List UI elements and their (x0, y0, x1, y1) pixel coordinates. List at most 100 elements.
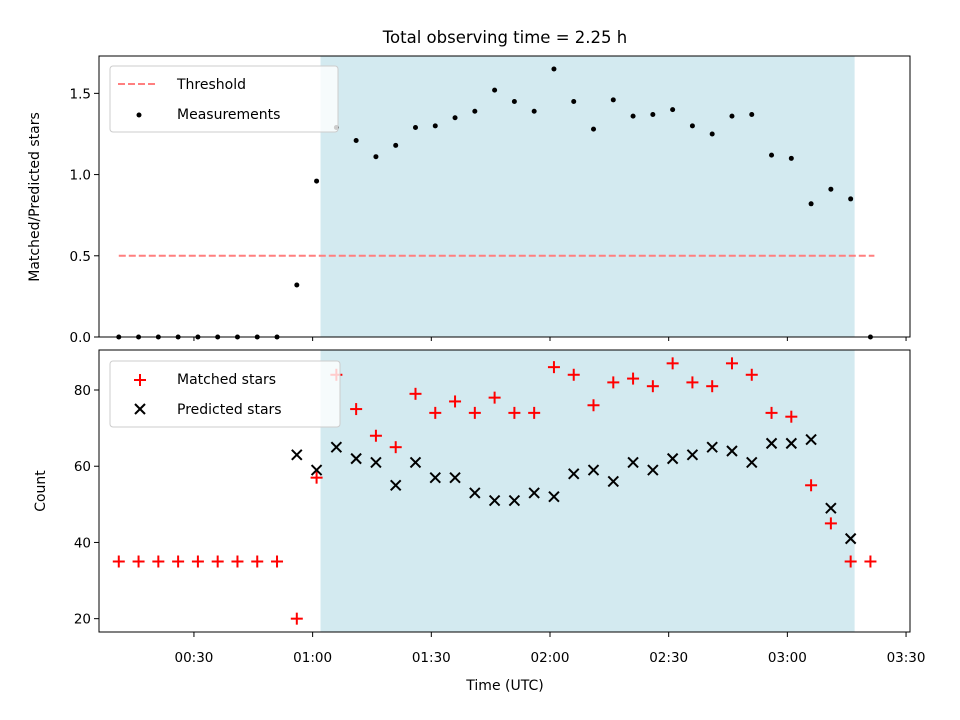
matched-star-point (547, 361, 560, 374)
measurement-point (432, 123, 438, 129)
matched-stars-markers (112, 357, 877, 625)
bottom-y-tick-label: 20 (74, 612, 91, 628)
predicted-star-point (706, 441, 718, 453)
top-panel: 0.0 0.5 1.0 1.5 Matched/Predicted stars Thr… (27, 55, 911, 346)
bottom-y-tick-label: 80 (74, 383, 91, 399)
measurement-point (472, 108, 478, 114)
predicted-star-point (330, 441, 343, 453)
matched-star-point (369, 429, 382, 442)
predicted-star-point (429, 471, 441, 484)
measurement-point (452, 115, 458, 121)
matched-star-point (271, 555, 284, 568)
matched-star-point (389, 441, 402, 454)
predicted-star-point (825, 502, 837, 514)
matched-star-point (251, 555, 264, 568)
predicted-star-point (291, 449, 303, 461)
matched-star-point (864, 555, 877, 568)
bottom-y-axis-label: Count (33, 470, 49, 512)
predicted-star-point (548, 491, 560, 503)
top-y-tick-label: 0.5 (70, 249, 91, 265)
matched-star-point (172, 555, 185, 568)
top-y-axis-ticks: 0.0 0.5 1.0 1.5 (70, 86, 99, 346)
measurement-point (492, 87, 498, 93)
measurement-point (828, 186, 834, 192)
matched-star-point (231, 555, 244, 568)
legend-measurements-swatch (136, 112, 142, 118)
bottom-y-axis-ticks: 20 40 60 80 (74, 383, 99, 628)
matched-star-point (468, 406, 481, 419)
measurement-point (314, 178, 320, 184)
x-tick-label: 01:30 (412, 650, 451, 666)
measurement-point (511, 98, 517, 104)
predicted-star-point (666, 452, 679, 465)
legend-predicted-swatch (134, 403, 146, 415)
measurement-point (610, 97, 616, 103)
matched-star-point (409, 387, 422, 400)
bottom-y-tick-label: 60 (74, 459, 91, 475)
measurement-point (373, 154, 379, 160)
matched-star-point (607, 376, 620, 389)
predicted-star-point (449, 471, 461, 484)
measurement-point (531, 108, 537, 114)
predicted-star-point (686, 449, 699, 461)
measurement-point (769, 152, 775, 158)
measurement-point (729, 113, 735, 119)
x-tick-label: 01:00 (293, 650, 332, 666)
measurement-point (670, 107, 676, 113)
bottom-legend-box (109, 360, 341, 428)
legend-predicted-label: Predicted stars (177, 402, 282, 418)
matched-star-point (508, 406, 521, 419)
matched-star-point (686, 376, 699, 389)
chart-title: Total observing time = 2.25 h (382, 28, 627, 47)
predicted-star-point (726, 445, 738, 457)
predicted-star-point (508, 494, 521, 507)
predicted-star-point (627, 456, 639, 469)
measurement-point (749, 111, 755, 117)
matched-star-point (449, 395, 462, 408)
predicted-star-point (488, 494, 501, 507)
matched-star-point (350, 403, 363, 416)
matched-star-point (706, 380, 719, 393)
matched-star-point (587, 399, 600, 412)
predicted-star-point (310, 464, 323, 476)
predicted-star-point (409, 456, 422, 469)
matched-star-point (725, 357, 738, 370)
top-y-tick-label: 1.5 (70, 86, 91, 102)
matched-star-point (290, 612, 303, 625)
predicted-star-point (805, 433, 817, 446)
measurement-point (412, 124, 418, 130)
x-tick-label: 00:30 (174, 650, 213, 666)
top-y-tick-label: 1.0 (70, 168, 91, 184)
predicted-star-point (587, 464, 600, 476)
matched-star-point (132, 555, 145, 568)
matched-star-point (429, 406, 442, 419)
legend-matched-label: Matched stars (177, 372, 276, 388)
measurement-point (848, 196, 854, 202)
top-legend: Threshold Measurements (109, 65, 339, 133)
matched-star-point (824, 517, 837, 530)
top-legend-box (109, 65, 339, 133)
legend-matched-swatch (134, 374, 146, 386)
measurement-point (393, 142, 399, 148)
matched-star-point (666, 357, 679, 370)
measurement-point (571, 98, 577, 104)
measurement-point (353, 137, 359, 143)
predicted-star-point (785, 437, 798, 450)
matched-star-point (211, 555, 224, 568)
top-axes-frame (98, 55, 911, 338)
measurement-point (808, 201, 814, 207)
top-observing-window (320, 56, 855, 337)
matched-star-point (488, 391, 501, 404)
bottom-axes-frame (98, 349, 911, 633)
predicted-star-point (568, 468, 580, 480)
predicted-star-point (390, 479, 402, 491)
predicted-star-point (647, 464, 659, 476)
bottom-y-tick-label: 40 (74, 535, 91, 551)
predicted-star-point (469, 487, 481, 499)
measurement-point (650, 111, 656, 117)
matched-star-point (844, 555, 857, 568)
x-axis-label: Time (UTC) (465, 678, 543, 694)
x-tick-label: 02:30 (649, 650, 688, 666)
x-tick-label: 02:00 (531, 650, 570, 666)
